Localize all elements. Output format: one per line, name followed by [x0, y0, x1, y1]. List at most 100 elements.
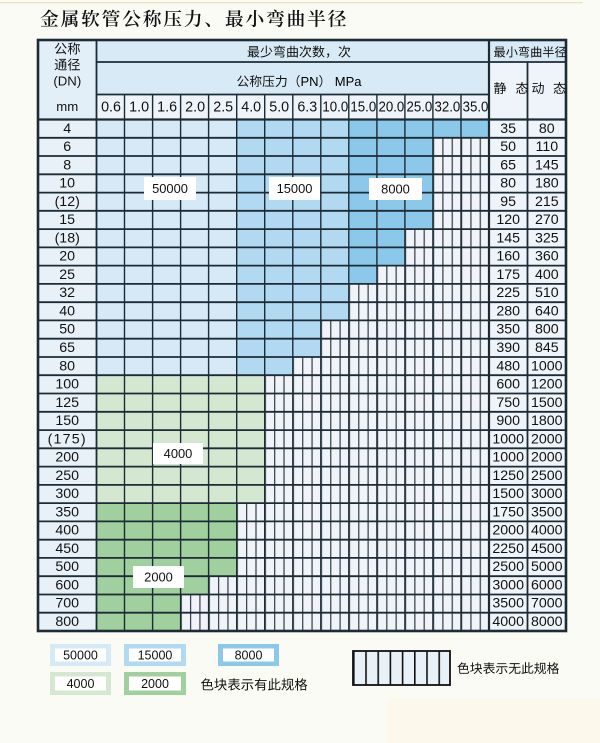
- svg-text:845: 845: [535, 340, 559, 356]
- svg-text:(12): (12): [55, 194, 80, 210]
- svg-text:2.0: 2.0: [185, 100, 205, 116]
- svg-text:280: 280: [496, 303, 520, 319]
- svg-text:200: 200: [55, 450, 79, 466]
- svg-text:600: 600: [496, 377, 520, 393]
- svg-text:6: 6: [63, 139, 71, 155]
- svg-text:(175): (175): [48, 431, 87, 447]
- svg-text:35.0: 35.0: [463, 100, 489, 116]
- svg-text:1200: 1200: [531, 377, 563, 393]
- svg-text:1750: 1750: [492, 504, 524, 520]
- svg-text:800: 800: [55, 614, 79, 630]
- svg-text:1250: 1250: [492, 468, 524, 484]
- svg-text:750: 750: [496, 395, 520, 411]
- svg-text:100: 100: [55, 377, 79, 393]
- svg-text:510: 510: [535, 285, 559, 301]
- svg-text:5000: 5000: [531, 559, 563, 575]
- svg-text:32.0: 32.0: [435, 100, 461, 116]
- svg-text:65: 65: [59, 340, 75, 356]
- svg-text:20: 20: [59, 249, 75, 265]
- svg-text:360: 360: [535, 249, 559, 265]
- svg-text:270: 270: [535, 212, 559, 228]
- svg-text:3500: 3500: [531, 504, 563, 520]
- svg-text:180: 180: [535, 176, 559, 192]
- svg-text:25: 25: [59, 267, 75, 283]
- svg-text:125: 125: [55, 395, 79, 411]
- svg-text:6000: 6000: [531, 578, 563, 594]
- svg-text:4000: 4000: [492, 614, 524, 630]
- svg-text:400: 400: [55, 523, 79, 539]
- svg-text:120: 120: [496, 212, 520, 228]
- svg-text:2000: 2000: [141, 677, 169, 691]
- svg-text:50000: 50000: [152, 181, 188, 196]
- svg-text:20.0: 20.0: [379, 100, 405, 116]
- svg-text:2000: 2000: [531, 431, 563, 447]
- svg-text:50000: 50000: [63, 649, 98, 663]
- svg-text:800: 800: [535, 322, 559, 338]
- svg-text:2250: 2250: [492, 541, 524, 557]
- svg-text:225: 225: [496, 285, 520, 301]
- svg-text:2000: 2000: [144, 570, 173, 585]
- svg-text:8: 8: [63, 157, 71, 173]
- svg-text:450: 450: [55, 541, 79, 557]
- svg-text:700: 700: [55, 596, 79, 612]
- svg-text:7000: 7000: [531, 596, 563, 612]
- svg-text:1000: 1000: [531, 358, 563, 374]
- svg-text:400: 400: [535, 267, 559, 283]
- svg-text:300: 300: [55, 486, 79, 502]
- svg-text:50: 50: [59, 322, 75, 338]
- svg-text:mm: mm: [56, 99, 78, 114]
- svg-text:MPa: MPa: [335, 74, 363, 89]
- svg-text:4: 4: [63, 121, 71, 137]
- svg-text:640: 640: [535, 303, 559, 319]
- svg-text:145: 145: [496, 230, 520, 246]
- svg-text:3500: 3500: [492, 596, 524, 612]
- svg-text:80: 80: [500, 176, 516, 192]
- svg-text:215: 215: [535, 194, 559, 210]
- svg-text:325: 325: [535, 230, 559, 246]
- svg-text:160: 160: [496, 249, 520, 265]
- svg-text:40: 40: [59, 303, 75, 319]
- svg-text:1.6: 1.6: [157, 100, 177, 116]
- svg-text:1800: 1800: [531, 413, 563, 429]
- svg-text:65: 65: [500, 157, 516, 173]
- svg-text:35: 35: [500, 121, 516, 137]
- svg-text:32: 32: [59, 285, 75, 301]
- svg-text:600: 600: [55, 578, 79, 594]
- svg-text:6.3: 6.3: [297, 100, 317, 116]
- svg-text:1500: 1500: [492, 486, 524, 502]
- svg-text:15: 15: [59, 212, 75, 228]
- svg-text:480: 480: [496, 358, 520, 374]
- svg-text:350: 350: [55, 504, 79, 520]
- svg-text:3000: 3000: [492, 578, 524, 594]
- svg-text:10.0: 10.0: [322, 100, 348, 116]
- svg-text:2000: 2000: [492, 523, 524, 539]
- svg-text:8000: 8000: [235, 649, 263, 663]
- svg-text:80: 80: [59, 358, 75, 374]
- svg-text:1000: 1000: [492, 431, 524, 447]
- svg-text:4500: 4500: [531, 541, 563, 557]
- svg-text:900: 900: [496, 413, 520, 429]
- svg-text:8000: 8000: [381, 182, 410, 197]
- svg-text:0.6: 0.6: [101, 100, 121, 116]
- svg-text:2.5: 2.5: [213, 100, 233, 116]
- svg-text:150: 150: [55, 413, 79, 429]
- svg-text:50: 50: [500, 139, 516, 155]
- svg-text:1000: 1000: [492, 450, 524, 466]
- svg-text:(DN): (DN): [53, 74, 81, 89]
- svg-text:15000: 15000: [138, 649, 173, 663]
- svg-text:250: 250: [55, 468, 79, 484]
- svg-text:4000: 4000: [164, 446, 193, 461]
- svg-text:15000: 15000: [277, 181, 313, 196]
- svg-text:4.0: 4.0: [241, 100, 261, 116]
- svg-text:(18): (18): [55, 230, 80, 246]
- svg-text:4000: 4000: [531, 523, 563, 539]
- svg-text:2500: 2500: [531, 468, 563, 484]
- svg-text:2000: 2000: [531, 450, 563, 466]
- svg-text:110: 110: [535, 139, 558, 155]
- svg-text:PN: PN: [301, 74, 319, 89]
- svg-text:500: 500: [55, 559, 79, 575]
- svg-text:5.0: 5.0: [269, 100, 289, 116]
- svg-text:4000: 4000: [67, 677, 95, 691]
- svg-text:350: 350: [496, 322, 520, 338]
- svg-text:390: 390: [496, 340, 520, 356]
